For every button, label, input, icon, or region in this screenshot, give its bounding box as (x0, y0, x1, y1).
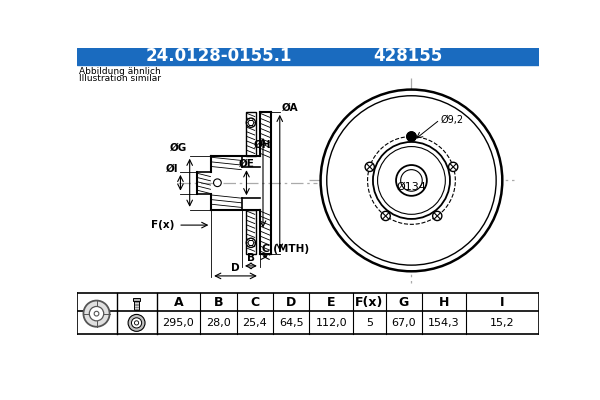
Circle shape (131, 318, 142, 328)
Text: C: C (250, 296, 259, 309)
Bar (246, 210, 256, 254)
Text: ØH: ØH (254, 140, 272, 150)
Text: B: B (247, 253, 255, 263)
Text: ØA: ØA (281, 103, 298, 113)
Bar (133, 298, 140, 301)
Text: ØE: ØE (239, 158, 254, 168)
Text: Ø134: Ø134 (397, 182, 427, 192)
Text: 67,0: 67,0 (392, 318, 416, 328)
Text: A: A (173, 296, 183, 309)
Text: F(x): F(x) (151, 220, 174, 230)
Text: C (MTH): C (MTH) (262, 244, 309, 254)
Bar (197, 172, 211, 194)
Text: G: G (399, 296, 409, 309)
Text: 5: 5 (366, 318, 373, 328)
Circle shape (94, 311, 99, 316)
Circle shape (365, 162, 374, 172)
Text: Ø9,2: Ø9,2 (441, 115, 464, 125)
Bar (77, 293, 539, 334)
Circle shape (128, 314, 145, 331)
Circle shape (134, 321, 139, 325)
Circle shape (83, 300, 110, 327)
Bar (260, 210, 271, 254)
Text: ØI: ØI (166, 164, 178, 174)
Text: 112,0: 112,0 (316, 318, 347, 328)
Circle shape (407, 132, 416, 141)
Circle shape (381, 211, 390, 220)
Bar (134, 301, 139, 310)
Circle shape (401, 170, 422, 191)
Text: D: D (231, 263, 240, 273)
Bar (211, 156, 260, 210)
Circle shape (373, 142, 450, 219)
Circle shape (377, 146, 445, 214)
Bar (246, 112, 256, 156)
Text: 25,4: 25,4 (242, 318, 267, 328)
Text: 154,3: 154,3 (428, 318, 460, 328)
Text: 428155: 428155 (373, 48, 442, 66)
Text: B: B (214, 296, 223, 309)
Text: 28,0: 28,0 (206, 318, 231, 328)
Circle shape (433, 211, 442, 220)
Circle shape (214, 179, 221, 186)
Text: D: D (286, 296, 296, 309)
Circle shape (246, 238, 256, 248)
Circle shape (396, 165, 427, 196)
Bar (77, 48, 539, 65)
Text: 24.0128-0155.1: 24.0128-0155.1 (146, 48, 292, 66)
Text: ØG: ØG (170, 143, 187, 153)
Bar (260, 112, 271, 156)
Text: E: E (327, 296, 335, 309)
Circle shape (246, 118, 256, 127)
Circle shape (320, 90, 502, 271)
Circle shape (449, 162, 458, 172)
Circle shape (89, 306, 104, 321)
Text: H: H (439, 296, 449, 309)
Text: 64,5: 64,5 (279, 318, 304, 328)
Circle shape (327, 96, 496, 265)
Text: Illustration similar: Illustration similar (79, 74, 161, 83)
Text: I: I (500, 296, 505, 309)
Text: Abbildung ähnlich: Abbildung ähnlich (79, 67, 161, 76)
Text: 15,2: 15,2 (490, 318, 514, 328)
Text: F(x): F(x) (355, 296, 383, 309)
Circle shape (407, 132, 416, 141)
Text: 295,0: 295,0 (163, 318, 194, 328)
